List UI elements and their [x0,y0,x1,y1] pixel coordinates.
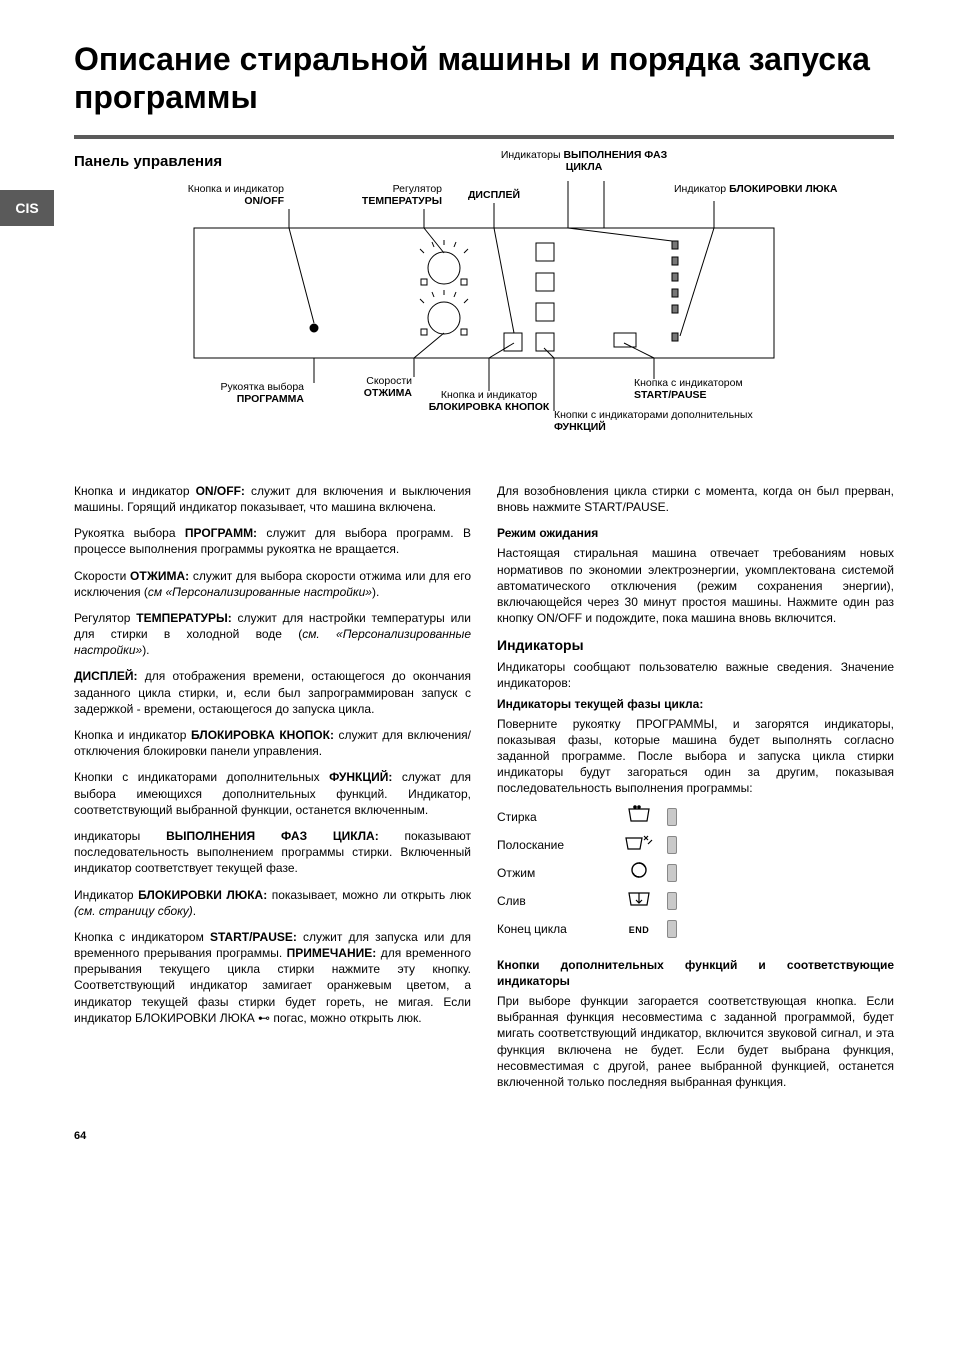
right-column: Для возобновления цикла стирки с момента… [497,483,894,1100]
para-indicators-intro: Индикаторы сообщают пользователю важные … [497,659,894,691]
para-spin: Скорости ОТЖИМА: служит для выбора скоро… [74,568,471,600]
phase-led-icon [667,836,677,854]
control-panel-diagram: Панель управления Индикаторы ВЫПОЛНЕНИЯ … [74,153,894,463]
phase-icon-drain [617,889,661,912]
para-func-desc: При выборе функции загорается соответств… [497,993,894,1090]
phase-icon-wash [617,805,661,828]
phase-led-icon [667,892,677,910]
phase-name: Слив [497,893,617,909]
left-column: Кнопка и индикатор ON/OFF: служит для вк… [74,483,471,1100]
sub-standby: Режим ожидания [497,525,894,541]
para-doorlock: Индикатор БЛОКИРОВКИ ЛЮКА: показывает, м… [74,887,471,919]
phase-icon-spin [617,860,661,885]
title-rule [74,135,894,139]
phase-name: Отжим [497,865,617,881]
page-title: Описание стиральной машины и порядка зап… [74,40,894,117]
para-display: ДИСПЛЕЙ: для отображения времени, остающ… [74,668,471,717]
para-keylock: Кнопка и индикатор БЛОКИРОВКА КНОПОК: сл… [74,727,471,759]
phase-table: Стирка Полоскание Отжим Слив Конец циклаEND [497,803,894,943]
para-temp: Регулятор ТЕМПЕРАТУРЫ: служит для настро… [74,610,471,659]
panel-svg [124,153,864,463]
para-phase-desc: Поверните рукоятку ПРОГРАММЫ, и загорятс… [497,716,894,797]
sub-phase-ind: Индикаторы текущей фазы цикла: [497,696,894,712]
phase-led-icon [667,808,677,826]
phase-row: Конец циклаEND [497,915,894,943]
para-onoff: Кнопка и индикатор ON/OFF: служит для вк… [74,483,471,515]
phase-row: Отжим [497,859,894,887]
heading-indicators: Индикаторы [497,636,894,655]
phase-name: Полоскание [497,837,617,853]
page-number: 64 [74,1130,894,1142]
para-standby: Настоящая стиральная машина отвечает тре… [497,545,894,626]
phase-name: Конец цикла [497,921,617,937]
para-functions: Кнопки с индикаторами дополнительных ФУН… [74,769,471,818]
para-startpause: Кнопка с индикатором START/PAUSE: служит… [74,929,471,1026]
phase-icon-rinse [617,832,661,857]
phase-led-icon [667,920,677,938]
phase-icon-end: END [617,920,661,938]
phase-row: Полоскание [497,831,894,859]
sub-func-buttons: Кнопки дополнительных функций и соответс… [497,957,894,989]
language-tab: CIS [0,190,54,226]
phase-led-icon [667,864,677,882]
phase-name: Стирка [497,809,617,825]
para-phase: индикаторы ВЫПОЛНЕНИЯ ФАЗ ЦИКЛА: показыв… [74,828,471,877]
para-program: Рукоятка выбора ПРОГРАММ: служит для выб… [74,525,471,557]
para-resume: Для возобновления цикла стирки с момента… [497,483,894,515]
phase-row: Стирка [497,803,894,831]
phase-row: Слив [497,887,894,915]
